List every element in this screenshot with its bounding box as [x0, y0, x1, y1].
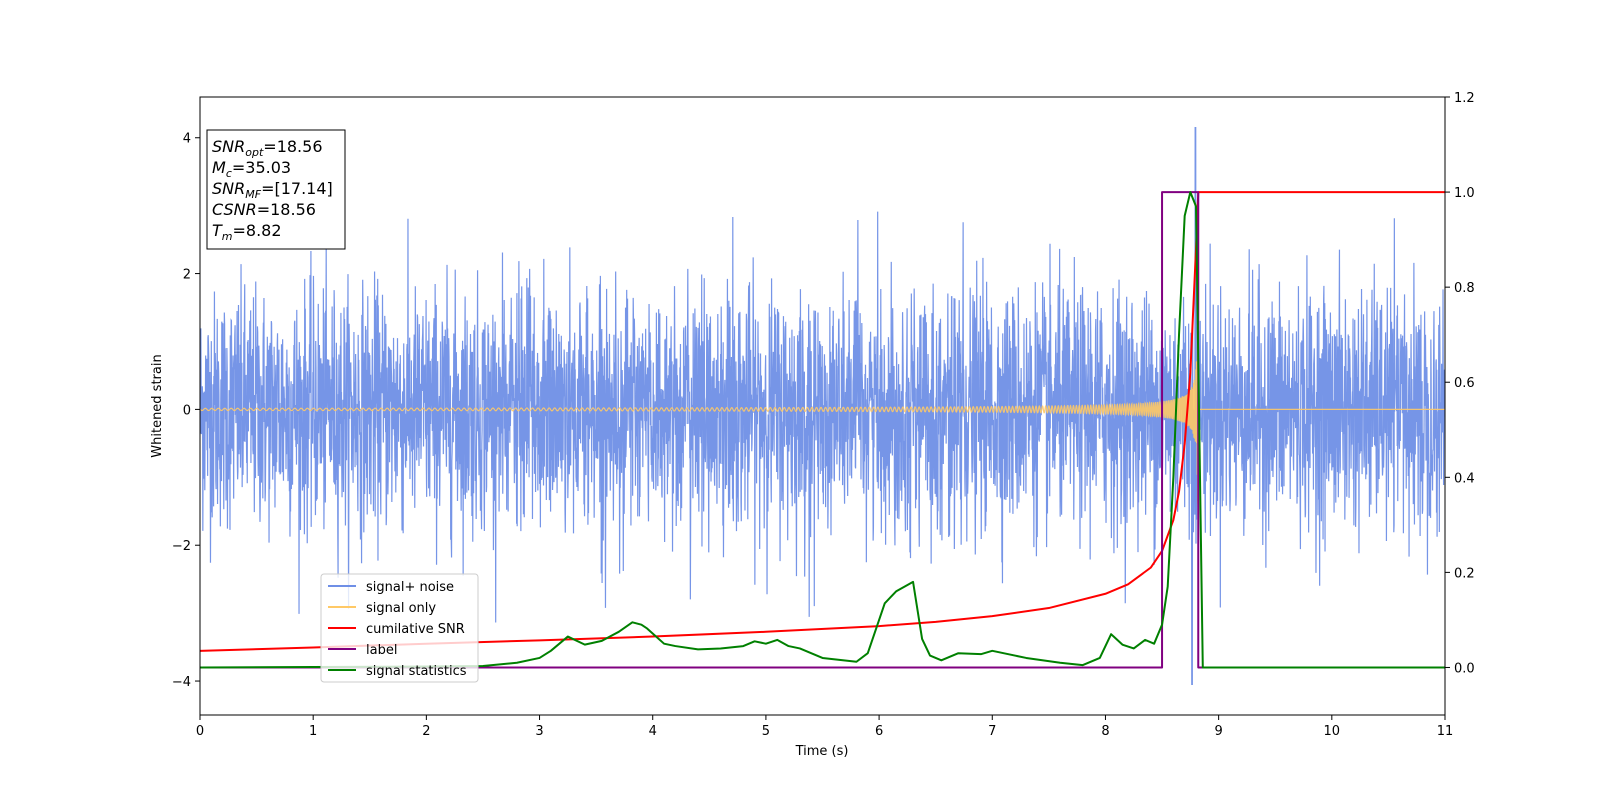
info-box: SNRopt=18.56Mc=35.03SNRMF=[17.14]CSNR=18…: [206, 129, 346, 250]
y-axis-right: 0.0 0.2 0.4 0.6 0.8 1.0 1.2: [1445, 91, 1475, 676]
info-lines: SNRopt=18.56Mc=35.03SNRMF=[17.14]CSNR=18…: [212, 137, 333, 243]
info-symbol: M: [212, 158, 226, 177]
x-tick-label: 5: [762, 724, 770, 739]
info-symbol: T: [212, 221, 223, 240]
y-right-tick-label: 1.0: [1454, 186, 1475, 201]
info-box-frame: [206, 129, 346, 250]
y-left-tick-label: 4: [183, 132, 191, 147]
y-left-tick-label: −2: [172, 539, 191, 554]
legend-label: signal only: [366, 601, 436, 616]
info-subscript: MF: [245, 188, 261, 201]
info-value: =8.82: [233, 221, 282, 240]
x-tick-label: 3: [535, 724, 543, 739]
y-right-tick-label: 1.2: [1454, 91, 1475, 106]
y-right-tick-label: 0.0: [1454, 661, 1475, 676]
info-line: SNRopt=18.56: [212, 137, 323, 159]
info-value: =35.03: [232, 158, 291, 177]
info-line: Tm=8.82: [212, 221, 282, 243]
y-left-tick-label: −4: [172, 675, 191, 690]
x-tick-label: 0: [196, 724, 204, 739]
info-line: Mc=35.03: [212, 158, 291, 180]
x-tick-label: 6: [875, 724, 883, 739]
legend-frame: [320, 573, 479, 683]
plot-frame: [199, 96, 1446, 716]
series-signal-statistics: [200, 191, 1445, 669]
series-layer: [200, 126, 1445, 686]
info-value: =18.56: [263, 137, 322, 156]
info-symbol: SNR: [212, 179, 245, 198]
x-axis-label: Time (s): [795, 744, 849, 759]
legend-label: signal+ noise: [366, 580, 454, 595]
x-tick-label: 9: [1214, 724, 1222, 739]
info-line: SNRMF=[17.14]: [212, 179, 333, 201]
y-right-tick-label: 0.6: [1454, 376, 1475, 391]
y-axis-left: −4 −2 0 2 4: [172, 132, 200, 690]
legend-label: signal statistics: [366, 664, 467, 679]
legend-label: cumilative SNR: [366, 622, 465, 637]
x-tick-label: 11: [1437, 724, 1454, 739]
info-value: =18.56: [257, 200, 316, 219]
y-left-tick-label: 2: [183, 268, 191, 283]
y-axis-label: Whitened strain: [150, 354, 165, 457]
x-axis: 0 1 2 3 4 5 6 7 8 9 10 11: [196, 715, 1453, 739]
series-cumulative-snr: [200, 191, 1445, 652]
info-line: CSNR=18.56: [212, 200, 316, 219]
info-symbol: SNR: [212, 137, 245, 156]
x-tick-label: 10: [1324, 724, 1341, 739]
x-tick-label: 8: [1101, 724, 1109, 739]
x-tick-label: 1: [309, 724, 317, 739]
x-tick-label: 4: [649, 724, 657, 739]
info-symbol: CSNR: [212, 200, 257, 219]
y-right-tick-label: 0.4: [1454, 471, 1475, 486]
legend-items: signal+ noise signal only cumilative SNR la…: [328, 580, 467, 679]
series-signal-noise: [200, 126, 1445, 686]
series-signal-only: [200, 302, 1445, 516]
info-subscript: m: [222, 230, 233, 243]
info-subscript: opt: [245, 146, 264, 159]
y-right-tick-label: 0.2: [1454, 566, 1475, 581]
legend: signal+ noise signal only cumilative SNR la…: [320, 573, 479, 683]
info-subscript: c: [226, 167, 232, 180]
y-left-tick-label: 0: [183, 403, 191, 418]
info-value: =[17.14]: [261, 179, 333, 198]
y-right-tick-label: 0.8: [1454, 281, 1475, 296]
legend-label: label: [366, 643, 397, 658]
x-tick-label: 2: [422, 724, 430, 739]
x-tick-label: 7: [988, 724, 996, 739]
